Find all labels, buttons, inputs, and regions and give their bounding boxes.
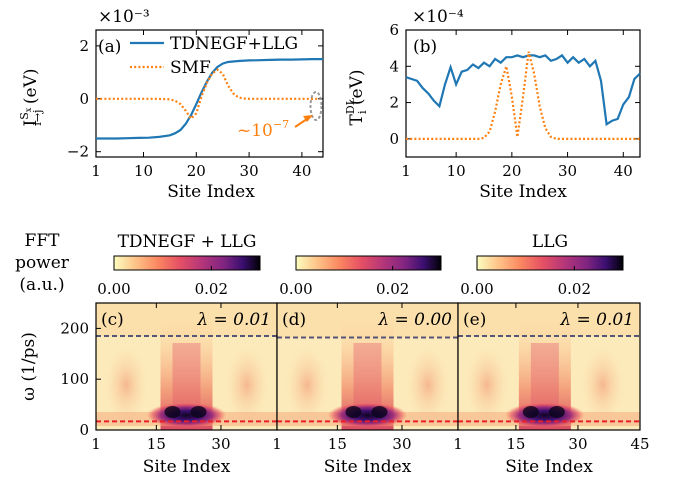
panel-label: (b) [413,37,437,57]
y-axis-label: ISxi→j (eV) [18,69,44,127]
panel-b-axes [405,29,641,158]
legend-label: TDNEGF+LLG [170,34,298,54]
x-axis-label: Site Index [143,457,231,477]
colorbar [295,255,442,271]
colorbar-side-label: (a.u.) [19,275,64,295]
y-tick-label: 0 [79,90,89,108]
x-tick-label: 15 [147,435,166,453]
x-tick-label: 40 [292,162,311,180]
y-tick-label: 2 [79,37,89,55]
scale-label: ×10⁻⁴ [412,7,464,27]
heatmap-hotspot [504,401,585,427]
x-tick-label: 30 [240,162,259,180]
y-tick-label: 100 [60,370,89,388]
heatmap-arm [464,345,509,425]
x-tick-label: 10 [134,162,153,180]
heatmap-peak [548,406,565,418]
x-tick-label: 1 [91,162,101,180]
x-tick-label: 30 [568,435,587,453]
x-tick-label: 1 [272,435,282,453]
legend-label: SMF [170,58,211,78]
colorbar-side-label: power [15,253,70,273]
heatmap-arm [285,345,330,425]
x-axis-label: Site Index [505,457,593,477]
panel-label: (e) [463,310,486,330]
panel-a-axes [95,29,324,158]
x-tick-label: 1 [401,162,411,180]
group-title: TDNEGF + LLG [118,232,257,252]
heatmap-c [96,303,277,430]
series-line-tdnegf-llg [96,57,323,140]
lambda-label: λ = 0.01 [559,310,634,330]
colorbar-tick-label: 0.00 [460,280,493,298]
x-tick-label: 30 [558,162,577,180]
heatmap-peak [371,406,388,418]
colorbar [476,255,624,271]
y-tick-label: 0 [79,421,89,439]
annotation-text: ~10−7 [237,118,289,141]
x-axis-label: Site Index [167,182,255,202]
heatmap-peak [522,406,539,418]
y-tick-label: 4 [389,57,399,75]
y-tick-label: 6 [389,21,399,39]
colorbar-tick-label: 0.02 [195,280,228,298]
arrow-head-icon [303,115,313,122]
y-axis-label: TDLi (eV) [344,69,369,125]
panel-label: (a) [98,37,121,57]
lambda-label: λ = 0.01 [196,310,271,330]
lambda-label: λ = 0.00 [377,310,452,330]
panel-label: (c) [101,310,124,330]
x-tick-label: 15 [506,435,525,453]
group-title: LLG [532,232,568,252]
y-tick-label: 2 [389,94,399,112]
y-tick-label: 200 [60,319,89,337]
colorbar-tick-label: 0.00 [279,280,312,298]
x-tick-label: 30 [211,435,230,453]
x-tick-label: 30 [392,435,411,453]
series-line-smf [96,68,323,121]
heatmap-peak [190,406,207,418]
x-tick-label: 20 [502,162,521,180]
heatmap-peak [345,406,362,418]
heatmap-arm [224,345,269,425]
scale-label: ×10⁻³ [98,7,150,27]
heatmap-arm [405,345,450,425]
heatmap-axes [457,302,641,431]
heatmap-arm [104,345,149,425]
heatmap-arm [580,345,625,425]
heatmap-peak [164,406,181,418]
colorbar-side-label: FFT [25,231,61,251]
heatmap-hotspot [327,401,408,427]
colorbar-tick-label: 0.02 [558,280,591,298]
y-tick-label: 0 [389,130,399,148]
x-axis-label: Site Index [479,182,567,202]
colorbar-tick-label: 0.00 [97,280,130,298]
panel-label: (d) [282,310,306,330]
y-tick-label: −2 [67,143,89,161]
x-tick-label: 15 [328,435,347,453]
x-tick-label: 1 [453,435,463,453]
x-tick-label: 20 [187,162,206,180]
series-line-blue [405,53,641,127]
x-tick-label: 1 [91,435,101,453]
x-tick-label: 45 [630,435,649,453]
y-axis-label: ω (1/ps) [19,332,39,401]
x-tick-label: 10 [447,162,466,180]
heatmap-hotspot [146,401,227,427]
colorbar [113,255,261,271]
highlight-ellipse [309,91,323,121]
colorbar-tick-label: 0.02 [376,280,409,298]
x-tick-label: 40 [614,162,633,180]
heatmap-d [277,303,458,430]
series-line-orange [406,51,640,140]
x-axis-label: Site Index [324,457,412,477]
